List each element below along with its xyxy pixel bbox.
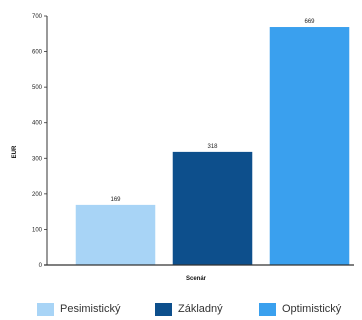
y-tick-label: 600 bbox=[32, 50, 43, 56]
y-tick-label: 700 bbox=[32, 14, 43, 20]
y-tick-label: 500 bbox=[32, 85, 43, 91]
legend-label: Optimistický bbox=[282, 303, 342, 315]
legend-label: Pesimistický bbox=[60, 303, 121, 315]
bar-chart: 0 100 200 300 400 500 600 700 169 318 669 EUR Sce… bbox=[12, 14, 354, 282]
y-tick-label: 0 bbox=[39, 263, 43, 269]
legend-label: Základný bbox=[178, 303, 223, 315]
bar-2 bbox=[269, 27, 350, 265]
bar-1 bbox=[172, 151, 253, 265]
y-tick-label: 100 bbox=[32, 227, 43, 233]
y-axis: 0 100 200 300 400 500 600 700 bbox=[32, 14, 48, 269]
y-tick-label: 200 bbox=[32, 192, 43, 198]
bars: 169 318 669 bbox=[75, 19, 350, 265]
legend-swatch bbox=[37, 302, 54, 316]
data-label-2: 669 bbox=[304, 19, 315, 25]
bar-0 bbox=[75, 204, 156, 265]
legend-item-optimistic: Optimistický bbox=[259, 298, 341, 320]
legend: Pesimistický Základný Optimistický bbox=[0, 298, 362, 320]
legend-swatch bbox=[259, 302, 276, 316]
legend-item-base: Základný bbox=[155, 298, 223, 320]
legend-item-pessimistic: Pesimistický bbox=[37, 298, 121, 320]
y-tick-label: 300 bbox=[32, 156, 43, 162]
legend-swatch bbox=[155, 302, 172, 316]
y-tick-label: 400 bbox=[32, 121, 43, 127]
data-label-1: 318 bbox=[207, 144, 218, 150]
data-label-0: 169 bbox=[110, 197, 121, 203]
y-axis-title: EUR bbox=[12, 145, 18, 158]
x-axis-title: Scenár bbox=[186, 276, 207, 282]
